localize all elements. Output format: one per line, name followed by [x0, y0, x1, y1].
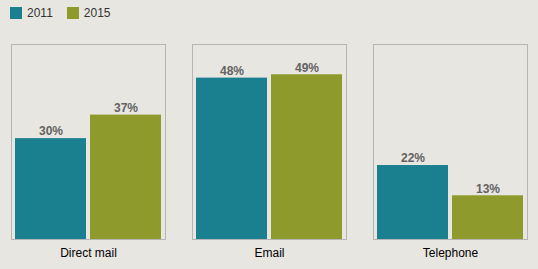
svg-text:Direct mail: Direct mail — [60, 246, 117, 260]
html-text:2011: 2011 — [27, 6, 53, 20]
svg-text:30%: 30% — [39, 124, 63, 138]
svg-text:22%: 22% — [401, 151, 425, 165]
svg-text:49%: 49% — [295, 61, 319, 75]
svg-text:13%: 13% — [476, 182, 500, 196]
svg-text:Telephone: Telephone — [423, 246, 479, 260]
html-text:2015: 2015 — [83, 6, 111, 20]
svg-text:37%: 37% — [114, 101, 138, 115]
svg-text:Email: Email — [254, 246, 284, 260]
svg-text:48%: 48% — [220, 64, 244, 78]
